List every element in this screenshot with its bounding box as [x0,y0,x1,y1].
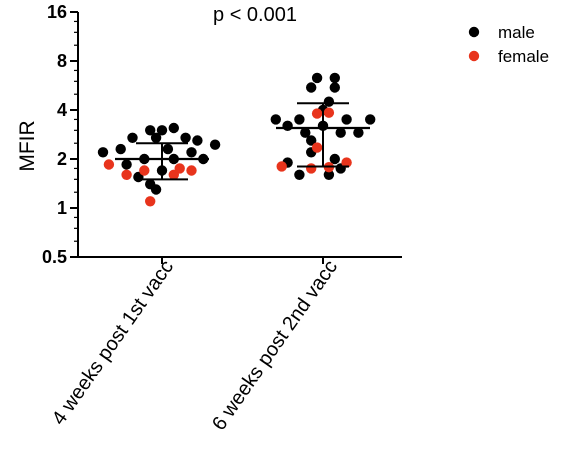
legend-marker-male [468,26,480,38]
data-point-male [329,153,340,165]
legend-marker-female [468,50,480,62]
data-point-male [127,132,138,143]
data-point-male [150,132,162,143]
data-point-male [156,125,168,136]
data-point-male [121,159,132,170]
x-axis-category-labels: 4 weeks post 1st vacc 6 weeks post 2nd va… [48,256,342,434]
data-point-male [97,147,109,158]
y-tick-label: 4 [57,100,67,120]
data-point-female [323,107,335,118]
data-point-male [145,125,156,136]
summary-layer [115,102,370,181]
data-point-male [311,72,323,84]
x-category-label: 4 weeks post 1st vacc [48,256,178,429]
data-point-male [353,127,364,138]
data-point-male [168,122,179,134]
y-tick-label: 2 [57,149,67,169]
legend: male female [468,23,549,66]
data-point-male [180,132,191,143]
data-point-male [341,114,352,125]
data-point-female [341,157,352,168]
y-tick-label: 0.5 [42,247,67,267]
data-point-male [329,72,340,84]
data-point-female [276,161,287,172]
data-point-female [311,108,323,119]
y-axis-title: MFIR [16,120,39,171]
data-point-female [121,169,132,180]
y-tick-label: 1 [57,198,67,218]
axis-layer: 0.5 1 2 4 8 16 [42,2,402,267]
data-point-female [311,142,323,153]
data-point-male [192,135,203,146]
data-point-male [329,82,340,93]
data-point-male [282,120,293,131]
p-value-annotation: p < 0.001 [213,4,297,26]
points-layer [97,72,376,207]
legend-label-female: female [498,47,549,66]
x-category-label: 6 weeks post 2nd vacc [208,256,342,434]
data-point-male [150,184,162,195]
data-point-male [306,82,317,93]
data-point-female [139,165,150,176]
data-point-female [168,169,179,180]
legend-label-male: male [498,23,535,42]
data-point-female [103,159,115,170]
y-tick-label: 8 [57,51,67,71]
data-point-male [365,114,376,125]
data-point-male [186,147,197,158]
data-point-female [186,165,197,176]
data-point-male [306,135,317,146]
data-point-male [323,96,335,107]
data-point-male [294,114,305,125]
data-point-female [145,196,156,207]
y-tick-label: 16 [47,2,67,22]
data-point-male [294,169,305,180]
data-point-male [335,127,346,138]
data-point-male [115,143,126,155]
data-point-male [209,139,221,150]
data-point-female [306,163,317,174]
data-point-male [270,114,281,125]
data-point-male [300,127,311,138]
data-point-male [162,143,174,155]
data-point-male [323,169,335,180]
